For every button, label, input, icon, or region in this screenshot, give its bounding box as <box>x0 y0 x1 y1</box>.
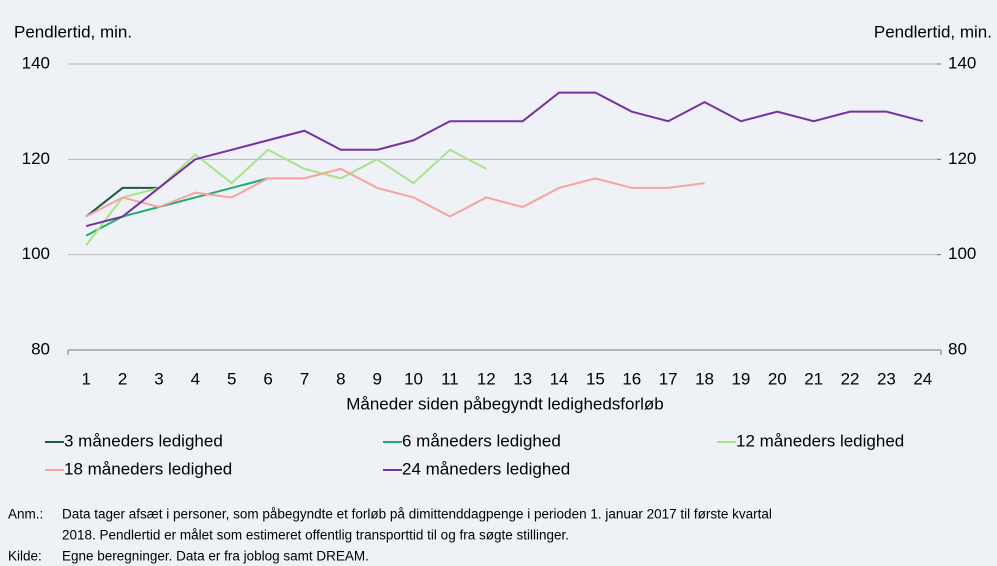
x-tick-label: 16 <box>622 369 641 388</box>
y2-axis-label: Pendlertid, min. <box>874 22 992 41</box>
x-tick-label: 4 <box>191 369 200 388</box>
x-tick-label: 18 <box>695 369 714 388</box>
x-tick-label: 17 <box>659 369 678 388</box>
y-tick-label: 80 <box>31 339 50 358</box>
series-line <box>85 148 487 246</box>
x-tick-label: 10 <box>404 369 423 388</box>
x-tick-label: 3 <box>154 369 163 388</box>
x-tick-label: 24 <box>913 369 932 388</box>
series-line <box>85 186 159 218</box>
series-line <box>85 91 924 228</box>
legend-label: 12 måneders ledighed <box>736 431 904 450</box>
x-tick-label: 6 <box>263 369 272 388</box>
x-tick-label: 22 <box>841 369 860 388</box>
legend-label: 6 måneders ledighed <box>402 431 561 450</box>
x-tick-label: 7 <box>300 369 309 388</box>
x-tick-label: 19 <box>731 369 750 388</box>
x-tick-label: 12 <box>477 369 496 388</box>
x-tick-label: 21 <box>804 369 823 388</box>
x-axis-label: Måneder siden påbegyndt ledighedsforløb <box>346 394 664 413</box>
note-text: 2018. Pendlertid er målet som estimeret … <box>62 528 569 543</box>
x-tick-label: 11 <box>441 369 459 388</box>
x-tick-label: 8 <box>336 369 345 388</box>
series-line <box>85 167 705 218</box>
y-tick-label: 120 <box>22 149 50 168</box>
y2-tick-label: 100 <box>948 244 976 263</box>
x-tick-label: 15 <box>586 369 605 388</box>
y-axis-label: Pendlertid, min. <box>14 22 132 41</box>
note-label: Kilde: <box>8 549 42 564</box>
note-label: Anm.: <box>8 507 43 522</box>
note-text: Egne beregninger. Data er fra joblog sam… <box>62 549 369 564</box>
x-tick-label: 2 <box>118 369 127 388</box>
x-tick-label: 1 <box>81 369 90 388</box>
legend-label: 3 måneders ledighed <box>64 431 223 450</box>
y-tick-label: 140 <box>22 53 50 72</box>
x-tick-label: 5 <box>227 369 236 388</box>
x-tick-label: 9 <box>372 369 381 388</box>
legend-label: 18 måneders ledighed <box>64 459 232 478</box>
y2-tick-label: 140 <box>948 53 976 72</box>
x-tick-label: 13 <box>513 369 532 388</box>
y2-tick-label: 120 <box>948 149 976 168</box>
y2-tick-label: 80 <box>948 339 967 358</box>
x-tick-label: 14 <box>550 369 569 388</box>
series-line <box>85 177 269 237</box>
x-tick-label: 23 <box>877 369 896 388</box>
y-tick-label: 100 <box>22 244 50 263</box>
x-tick-label: 20 <box>768 369 787 388</box>
note-text: Data tager afsæt i personer, som påbegyn… <box>62 507 772 522</box>
legend-label: 24 måneders ledighed <box>402 459 570 478</box>
